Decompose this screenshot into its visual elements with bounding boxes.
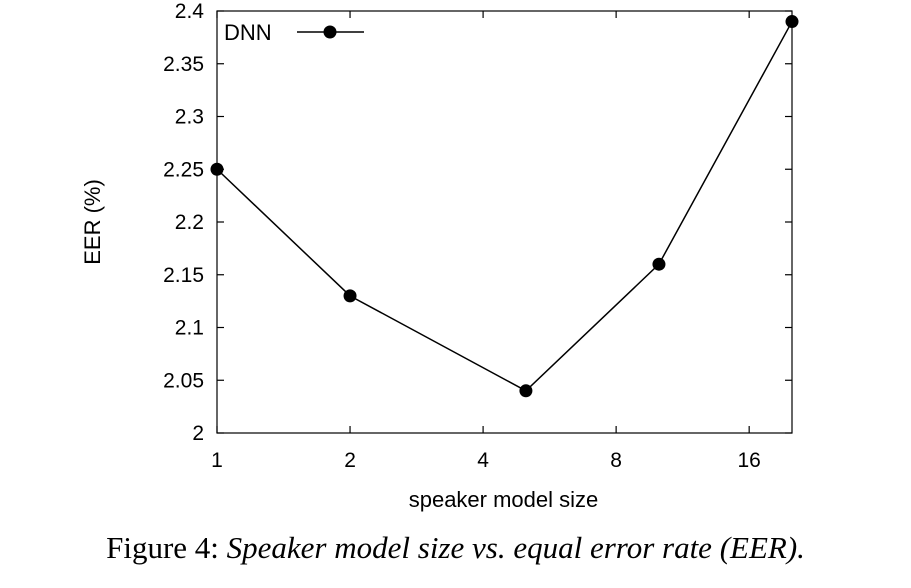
y-axis-label: EER (%)	[80, 179, 105, 265]
x-axis-label: speaker model size	[409, 487, 599, 512]
data-point	[210, 162, 224, 176]
legend: DNN	[224, 20, 364, 45]
eer-chart: 22.052.12.152.22.252.32.352.41 2 4 8 16 DNN …	[80, 0, 799, 512]
data-point	[652, 257, 666, 271]
x-tick-label: 2	[344, 449, 356, 472]
y-tick-label: 2.05	[163, 369, 204, 392]
y-tick-label: 2.25	[163, 158, 204, 181]
x-tick-label: 8	[610, 449, 622, 472]
data-point	[343, 289, 357, 303]
series-layer	[210, 15, 799, 398]
y-tick-label: 2.2	[175, 211, 204, 234]
y-tick-label: 2.35	[163, 53, 204, 76]
legend-marker-dnn	[323, 25, 337, 39]
y-tick-label: 2.15	[163, 264, 204, 287]
series-line-dnn	[216, 21, 793, 392]
y-tick-label: 2.1	[175, 317, 204, 340]
caption-text: Speaker model size vs. equal error rate …	[226, 530, 805, 565]
y-tick-label: 2.3	[175, 106, 204, 129]
y-tick-label: 2	[192, 422, 204, 445]
y-tick-label: 2.4	[175, 0, 205, 23]
plot-frame	[216, 10, 793, 434]
tick-labels-group: 22.052.12.152.22.252.32.352.41 2 4 8 16	[163, 0, 761, 472]
x-tick-label: 4	[477, 449, 489, 472]
legend-label-dnn: DNN	[224, 20, 272, 45]
x-tick-label: 16	[737, 449, 760, 472]
data-point	[785, 15, 799, 29]
data-point	[519, 384, 533, 398]
figure-caption: Figure 4: Speaker model size vs. equal e…	[0, 530, 911, 566]
ticks-group	[216, 10, 792, 434]
x-tick-label: 1	[211, 449, 223, 472]
caption-prefix: Figure 4:	[106, 530, 219, 565]
